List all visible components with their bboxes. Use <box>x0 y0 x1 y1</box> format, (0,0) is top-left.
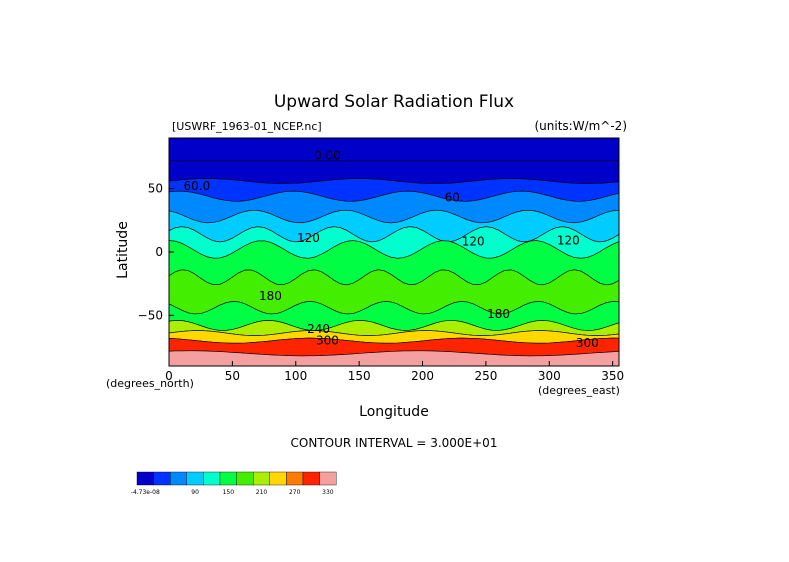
legend-swatch <box>169 471 187 486</box>
legend-swatch <box>219 471 237 486</box>
contour-label: 300 <box>576 336 599 350</box>
legend-swatch <box>153 471 171 486</box>
y-tick-label: 0 <box>155 245 163 259</box>
contour-label: 180 <box>259 289 282 303</box>
legend-swatch <box>136 471 154 486</box>
x-unit-label-right: (degrees_east) <box>538 384 620 397</box>
source-label: [USWRF_1963-01_NCEP.nc] <box>172 120 322 133</box>
y-ticks: 50 0 −50 <box>138 182 174 322</box>
y-tick-label: −50 <box>138 308 163 322</box>
field-band <box>169 350 619 366</box>
contour-label: 0.00 <box>314 149 341 163</box>
legend-swatch <box>203 471 221 486</box>
x-tick-label: 100 <box>284 369 307 383</box>
x-tick-label: 250 <box>474 369 497 383</box>
contour-interval: CONTOUR INTERVAL = 3.000E+01 <box>291 436 498 450</box>
contour-label: 300 <box>316 333 339 347</box>
x-tick-label: 200 <box>411 369 434 383</box>
contour-label: 120 <box>297 231 320 245</box>
legend-swatch <box>302 471 320 486</box>
chart-title: Upward Solar Radiation Flux <box>274 92 514 112</box>
legend-tick-label: 150 <box>223 489 235 496</box>
legend-tick-label: 210 <box>256 489 268 496</box>
legend-swatch <box>236 471 254 486</box>
x-axis-label: Longitude <box>359 404 429 420</box>
field-band <box>169 138 619 162</box>
legend-swatch <box>269 471 287 486</box>
legend-tick-label: 270 <box>289 489 301 496</box>
legend-tick-label: 330 <box>322 489 334 496</box>
x-tick-label: 150 <box>348 369 371 383</box>
contour-label: 120 <box>557 233 580 247</box>
field-bands <box>169 138 619 366</box>
legend-swatch <box>319 471 337 486</box>
y-tick-label: 50 <box>148 182 163 196</box>
legend-tick-label: 90 <box>191 489 199 496</box>
color-legend: -4.73e-08 90 150 210 270 330 <box>131 471 337 496</box>
contour-label: 60. <box>445 190 464 204</box>
x-ticks: 0 50 100 150 200 250 300 350 <box>165 361 624 383</box>
contour-label: 120 <box>462 235 485 249</box>
x-unit-label: (degrees_north) <box>106 377 194 390</box>
contour-label: 240 <box>307 322 330 336</box>
x-tick-label: 0 <box>165 369 173 383</box>
legend-tick-label: -4.73e-08 <box>131 489 160 496</box>
x-tick-label: 350 <box>601 369 624 383</box>
legend-swatch <box>252 471 270 486</box>
y-axis-label: Latitude <box>115 221 131 279</box>
plot-area <box>169 138 619 366</box>
legend-swatch <box>186 471 204 486</box>
contour-label: 60.0 <box>184 179 211 193</box>
x-tick-label: 300 <box>538 369 561 383</box>
contour-label: 180 <box>487 307 510 321</box>
legend-swatch <box>286 471 304 486</box>
units-label: (units:W/m^-2) <box>534 119 627 133</box>
x-tick-label: 50 <box>225 369 240 383</box>
